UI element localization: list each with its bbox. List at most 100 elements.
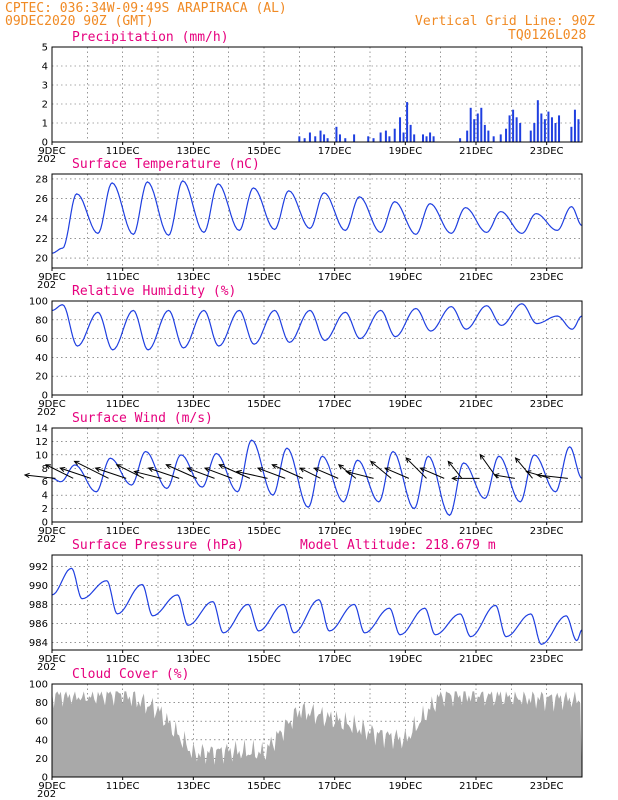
- y-tick-label: 14: [35, 424, 48, 435]
- precip-bar: [480, 107, 483, 142]
- x-tick-label: 11DEC: [106, 654, 140, 665]
- wind-vector: [115, 464, 145, 479]
- x-tick-label: 13DEC: [176, 781, 210, 792]
- precip-bar: [323, 134, 326, 142]
- precip-bar: [379, 132, 382, 142]
- wind-vector: [186, 467, 215, 479]
- x-tick-label: 21DEC: [459, 146, 493, 157]
- x-tick-label: 11DEC: [106, 272, 140, 283]
- x-tick-label: 19DEC: [388, 146, 422, 157]
- y-tick-label: 22: [35, 234, 48, 245]
- wind-vector: [165, 464, 198, 479]
- precip-bar: [533, 123, 536, 142]
- y-tick-label: 24: [35, 214, 48, 225]
- precip-bar: [308, 132, 311, 142]
- y-tick-label: 60: [35, 717, 48, 728]
- precip-bar: [298, 136, 301, 142]
- panel-frame: [51, 300, 583, 396]
- panel-title: Relative Humidity (%): [72, 284, 236, 299]
- y-tick-label: 5: [42, 43, 48, 54]
- x-tick-label: 23DEC: [530, 272, 564, 283]
- y-tick-label: 20: [35, 754, 48, 765]
- wind-vector: [218, 464, 251, 479]
- x-tick-label: 11DEC: [106, 526, 140, 537]
- wind-vector: [384, 467, 410, 479]
- wind-vector: [536, 472, 568, 479]
- x-tick-label: 13DEC: [176, 399, 210, 410]
- precip-bar: [547, 111, 550, 142]
- x-tick-label: 9DEC: [38, 781, 65, 792]
- x-tick-label: 23DEC: [530, 654, 564, 665]
- x-tick-label: 13DEC: [176, 526, 210, 537]
- y-tick-label: 100: [29, 680, 48, 691]
- x-tick-label: 21DEC: [459, 399, 493, 410]
- wind-line: [52, 439, 583, 517]
- panel-frame: [51, 46, 583, 143]
- y-tick-label: 2: [42, 100, 48, 111]
- precip-bar: [483, 124, 486, 142]
- precip-bar: [492, 136, 495, 142]
- precip-bar: [536, 100, 539, 142]
- rh-line: [51, 303, 583, 351]
- precip-bar: [469, 107, 472, 142]
- x-tick-label: 11DEC: [106, 399, 140, 410]
- x-tick-label: 17DEC: [318, 526, 352, 537]
- x-tick-label: 9DEC: [38, 146, 65, 157]
- y-tick-label: 992: [29, 562, 48, 573]
- wind-vector: [203, 467, 233, 479]
- precip-bar: [554, 123, 557, 142]
- x-tick-label: 9DEC: [38, 399, 65, 410]
- panel-cloud: 0 20 40 60 80 100 9DEC 11DEC 13DEC 15DEC 17DEC 19DE…: [29, 667, 583, 800]
- y-tick-label: 26: [35, 194, 48, 205]
- precip-bar: [529, 130, 532, 142]
- wind-vector: [313, 467, 339, 479]
- x-tick-label: 15DEC: [247, 272, 281, 283]
- wind-vector: [419, 467, 445, 479]
- panel-frame: [51, 683, 583, 778]
- y-tick-label: 984: [29, 638, 48, 649]
- wind-vector: [451, 475, 480, 481]
- x-tick-label: 13DEC: [176, 654, 210, 665]
- x-tick-label: 15DEC: [247, 654, 281, 665]
- wind-vector: [447, 460, 463, 479]
- x-tick-label: 15DEC: [247, 399, 281, 410]
- precip-bar: [319, 130, 322, 142]
- y-tick-label: 3: [42, 81, 48, 92]
- wind-vector: [369, 460, 392, 479]
- x-tick-label: 21DEC: [459, 654, 493, 665]
- wind-vector: [271, 464, 304, 479]
- precip-bar: [540, 113, 543, 142]
- precip-bar: [573, 109, 576, 142]
- x-tick-label: 15DEC: [247, 146, 281, 157]
- precip-bar: [367, 136, 370, 142]
- precip-bar: [335, 126, 338, 142]
- panel-pres: 984 986 988 990 992 9DEC 11DEC 13DEC 15DEC 17DEC 1…: [29, 538, 583, 673]
- wind-vector: [256, 467, 286, 479]
- x-tick-label: 21DEC: [459, 272, 493, 283]
- precip-bar: [515, 117, 518, 142]
- wind-vector: [133, 470, 162, 479]
- wind-vector: [299, 467, 321, 479]
- y-tick-label: 6: [42, 477, 48, 488]
- temp-line: [51, 180, 583, 254]
- x-tick-label: 13DEC: [176, 272, 210, 283]
- x-tick-label: 13DEC: [176, 146, 210, 157]
- wind-vector: [44, 464, 74, 479]
- x-tick-label: 9DEC: [38, 272, 65, 283]
- y-tick-label: 1: [42, 119, 48, 130]
- precip-bar: [425, 136, 428, 142]
- wind-vector: [235, 469, 268, 479]
- panel-frame: [51, 427, 583, 523]
- wind-vector: [147, 467, 180, 479]
- panel-title: Precipitation (mm/h): [72, 30, 229, 45]
- precip-bar: [512, 109, 515, 142]
- y-tick-label: 990: [29, 581, 48, 592]
- panel-wind: 0 2 4 6 8 10 12 14 9DEC 11DEC 13DEC 15DEC 17DEC 19DEC…: [23, 411, 583, 545]
- header-model-code: TQ0126L028: [508, 28, 586, 43]
- y-tick-label: 988: [29, 600, 48, 611]
- x-tick-label: 17DEC: [318, 399, 352, 410]
- panel-title: Cloud Cover (%): [72, 667, 189, 682]
- y-tick-label: 8: [42, 464, 48, 475]
- panel-title: Surface Pressure (hPa): [72, 538, 244, 553]
